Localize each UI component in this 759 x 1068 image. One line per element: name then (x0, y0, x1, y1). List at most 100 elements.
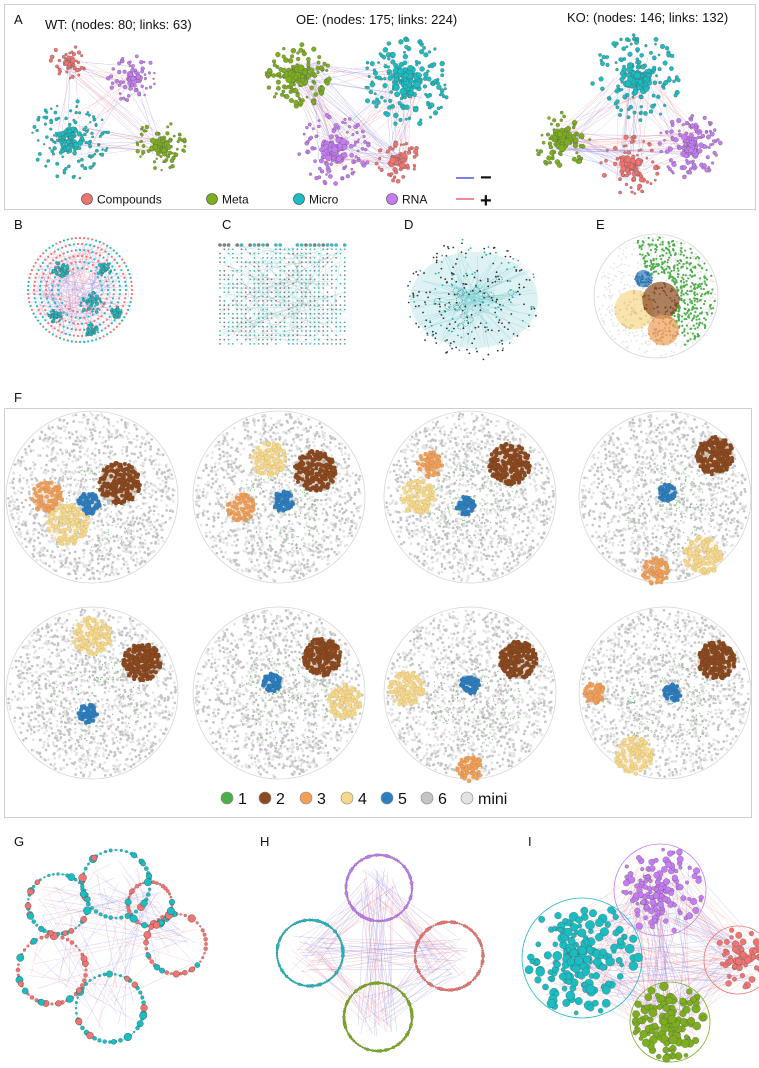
module-node (620, 277, 623, 280)
network-node (288, 98, 294, 103)
network-node (244, 265, 247, 268)
network-node (49, 262, 52, 265)
module-node (703, 311, 706, 314)
network-node (300, 300, 303, 302)
network-node (638, 95, 643, 99)
module-node (636, 279, 638, 282)
network-node (266, 334, 269, 337)
network-node (417, 273, 419, 276)
network-node (296, 257, 299, 259)
network-node (262, 257, 264, 259)
network-node (143, 73, 147, 76)
network-node (309, 291, 312, 294)
network-node (300, 330, 303, 332)
network-node (486, 278, 489, 280)
network-node (101, 267, 105, 271)
network-node (283, 291, 286, 294)
network-node (262, 330, 264, 332)
network-node (317, 243, 321, 247)
network-node (75, 99, 80, 104)
module-node (626, 340, 628, 343)
network-node (547, 116, 551, 120)
network-node (297, 64, 305, 71)
network-node (93, 319, 96, 322)
module-node (640, 309, 643, 312)
module-node (652, 278, 655, 281)
network-node (60, 260, 63, 263)
network-node (94, 327, 99, 332)
network-node (300, 252, 303, 255)
network-node (507, 261, 510, 264)
module-node (685, 280, 688, 283)
module-node (690, 251, 693, 254)
module-node (686, 256, 689, 259)
network-node (292, 312, 294, 315)
network-node (262, 287, 264, 289)
module-node (655, 263, 658, 266)
network-node (633, 192, 637, 195)
network-node (130, 284, 133, 288)
module-node (647, 236, 650, 240)
network-node (669, 66, 674, 71)
module-node (680, 291, 683, 294)
module-node (648, 274, 651, 277)
network-node (413, 149, 419, 155)
module-node (652, 333, 655, 336)
module-node (635, 298, 638, 301)
network-node (342, 243, 347, 247)
network-node (112, 293, 115, 296)
network-node (306, 57, 311, 62)
network-node (74, 316, 77, 319)
network-node (688, 147, 695, 154)
network-node (295, 243, 300, 247)
module-node (602, 271, 605, 274)
module-node (665, 267, 668, 271)
network-link (67, 54, 128, 82)
module-node (629, 285, 632, 288)
module-node (662, 343, 665, 345)
network-node (298, 103, 303, 107)
network-node (100, 274, 103, 277)
network-node (57, 116, 61, 120)
network-node (437, 271, 440, 274)
module-node (622, 340, 625, 342)
network-node (50, 324, 53, 328)
network-node (50, 288, 54, 292)
panel-f-frame (4, 408, 752, 818)
network-node (236, 317, 239, 319)
network-node (365, 61, 370, 65)
network-node (236, 269, 239, 272)
network-node (353, 159, 357, 164)
network-node (296, 248, 299, 251)
network-node (274, 243, 278, 247)
module-node (651, 279, 653, 282)
network-node (335, 308, 337, 311)
network-node (266, 274, 269, 276)
network-node (328, 174, 333, 179)
network-node (637, 187, 641, 191)
network-node (451, 347, 453, 350)
network-node (559, 153, 563, 157)
network-node (175, 147, 179, 151)
network-node (253, 312, 256, 315)
network-node (509, 255, 512, 258)
network-node (101, 305, 104, 308)
network-node (309, 274, 312, 276)
network-node (48, 330, 51, 334)
network-node (118, 297, 121, 300)
network-node (223, 257, 226, 259)
network-node (292, 321, 294, 324)
network-node (436, 78, 440, 82)
network-node (33, 297, 36, 300)
network-node (642, 140, 646, 143)
module-node (689, 285, 692, 288)
module-node (677, 319, 681, 322)
network-node (509, 280, 512, 283)
network-node (74, 110, 78, 115)
network-node (651, 55, 657, 61)
module-node (643, 259, 646, 263)
panel-label-c: C (222, 217, 231, 232)
network-node (313, 146, 317, 151)
module-node (639, 290, 642, 293)
network-node (43, 143, 46, 146)
